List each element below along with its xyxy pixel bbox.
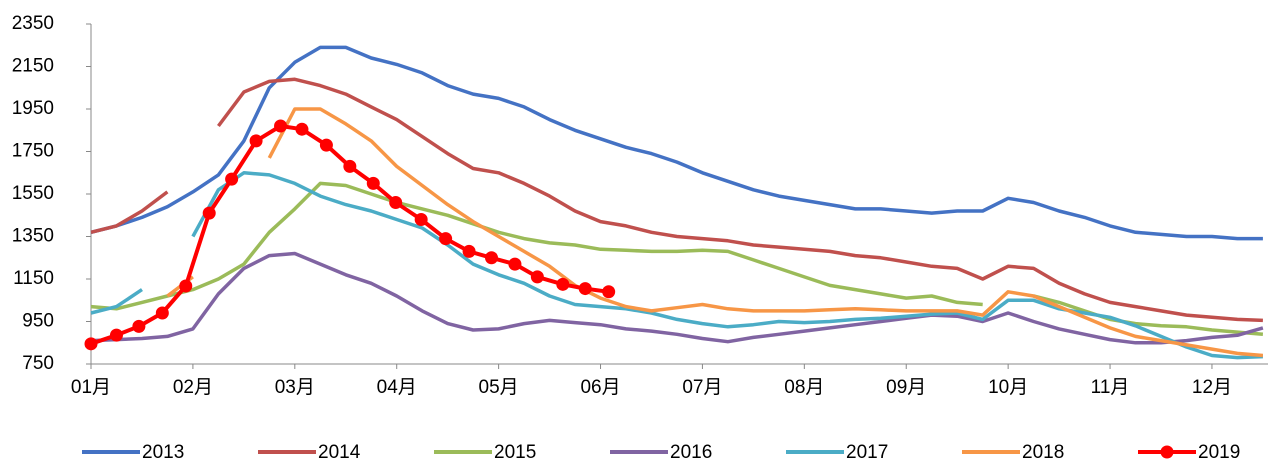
data-point [366,176,380,190]
data-point [556,277,570,291]
y-tick-label: 1350 [12,226,54,247]
y-tick-label: 2350 [12,13,54,34]
x-tick-label: 12月 [1192,377,1232,398]
y-tick-label: 1150 [13,268,54,289]
data-point [295,122,309,136]
x-tick-label: 07月 [682,377,722,398]
y-tick-label: 1550 [12,183,54,204]
x-tick-label: 11月 [1091,377,1130,398]
x-tick-label: 05月 [479,377,519,398]
data-point [578,282,592,296]
data-point [343,159,357,173]
x-tick-label: 03月 [275,377,315,398]
x-tick-label: 04月 [377,377,417,398]
legend-label: 2014 [318,442,361,462]
series-line [90,124,609,346]
series-line [90,45,1263,241]
y-tick-label: 1950 [12,98,54,119]
y-tick-label: 750 [22,353,54,374]
legend-marker [1160,445,1174,459]
data-point [439,232,453,246]
legend-label: 2015 [494,442,536,462]
series-line [90,77,1263,323]
data-point [179,279,193,293]
data-point [225,172,239,186]
x-tick-label: 06月 [580,377,620,398]
series-line [90,171,1263,360]
data-point [414,213,428,226]
data-point [249,134,263,148]
data-point [462,244,476,258]
x-tick-label: 08月 [784,377,824,398]
data-point [274,119,288,133]
data-point [319,138,333,152]
data-point [602,285,616,299]
legend-label: 2013 [142,442,184,462]
data-point [109,328,123,342]
series-line [90,181,1264,337]
data-point [202,206,216,220]
legend-label: 2018 [1022,442,1064,462]
data-point [389,196,403,209]
data-point [132,319,146,333]
legend-label: 2019 [1198,442,1240,462]
x-tick-label: 10月 [988,377,1028,398]
x-tick-label: 01月 [71,377,111,398]
x-tick-label: 09月 [886,377,926,398]
y-tick-label: 2150 [12,56,54,77]
legend-label: 2017 [846,442,888,462]
data-point [530,270,544,284]
data-point [484,251,498,265]
data-point [155,306,169,320]
x-tick-label: 02月 [173,377,213,398]
data-point [508,257,522,271]
y-tick-label: 1750 [12,141,54,162]
data-point [84,337,98,351]
legend-label: 2016 [670,442,712,462]
series-line [90,251,1264,345]
y-tick-label: 950 [22,311,54,332]
